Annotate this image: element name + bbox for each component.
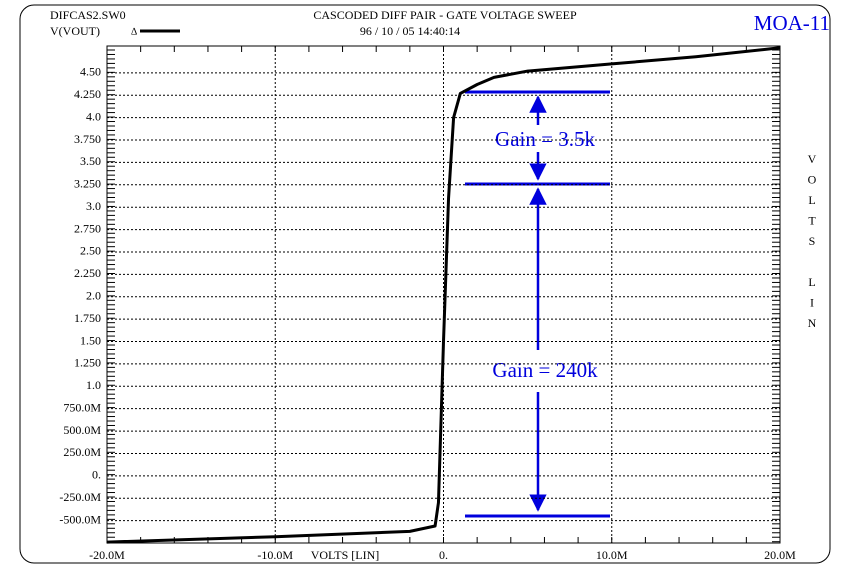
y-tick-label: 4.250 bbox=[74, 87, 101, 101]
annotations: Gain = 3.5k Gain = 240k bbox=[465, 90, 610, 518]
data-line bbox=[106, 46, 781, 544]
x-tick-label: 20.0M bbox=[764, 548, 796, 562]
chart-subtitle: 96 / 10 / 05 14:40:14 bbox=[360, 24, 460, 38]
x-tick-label: -20.0M bbox=[89, 548, 125, 562]
y-tick-label: 3.0 bbox=[86, 199, 101, 213]
y-tick-label: -500.0M bbox=[59, 512, 101, 526]
y-tick-label: 1.250 bbox=[74, 356, 101, 370]
y-tick-label: 2.0 bbox=[86, 288, 101, 302]
annotation: Gain = 3.5k bbox=[495, 127, 595, 151]
y-tick-label: 3.250 bbox=[74, 177, 101, 191]
x-tick-label: -10.0M bbox=[257, 548, 293, 562]
frame bbox=[19, 4, 831, 564]
chart-title: CASCODED DIFF PAIR - GATE VOLTAGE SWEEP bbox=[313, 8, 577, 22]
y-tick-label: 3.50 bbox=[80, 154, 101, 168]
y-tick-label: 250.0M bbox=[63, 445, 101, 459]
annotation: Gain = 240k bbox=[492, 358, 598, 382]
y-tick-label: 4.0 bbox=[86, 109, 101, 123]
y-tick-label: 2.750 bbox=[74, 221, 101, 235]
x-axis-label: VOLTS [LIN] bbox=[311, 548, 380, 562]
y-tick-label: 1.750 bbox=[74, 311, 101, 325]
y-tick-label: 1.0 bbox=[86, 378, 101, 392]
y-tick-label: 2.250 bbox=[74, 266, 101, 280]
y-tick-label: 0. bbox=[92, 468, 101, 482]
file-name: DIFCAS2.SW0 bbox=[50, 8, 126, 22]
x-tick-label: 0. bbox=[439, 548, 448, 562]
y-tick-label: 3.750 bbox=[74, 132, 101, 146]
legend-marker: ∆ bbox=[131, 26, 137, 37]
y-tick-label: 750.0M bbox=[63, 400, 101, 414]
y-tick-label: 1.50 bbox=[80, 333, 101, 347]
y-tick-label: 500.0M bbox=[63, 423, 101, 437]
y-tick-label: 4.50 bbox=[80, 65, 101, 79]
legend-label: V(VOUT) bbox=[50, 24, 100, 38]
tag: MOA-11 bbox=[754, 11, 830, 35]
y-tick-label: -250.0M bbox=[59, 490, 101, 504]
x-tick-label: 10.0M bbox=[596, 548, 628, 562]
y-tick-label: 2.50 bbox=[80, 244, 101, 258]
